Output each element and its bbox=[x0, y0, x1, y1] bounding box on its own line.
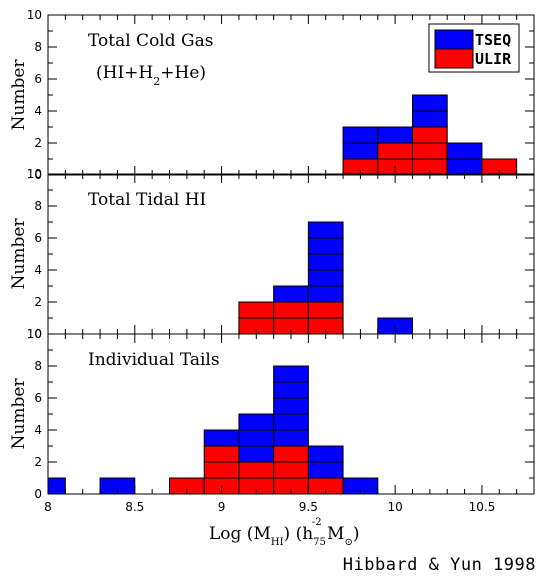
bar-block-tseq bbox=[47, 477, 66, 495]
legend: TSEQ ULIR bbox=[428, 23, 520, 73]
y-tick-label: 0 bbox=[34, 487, 42, 501]
bar-block-tseq bbox=[412, 110, 448, 128]
x-axis-title: Log (MHI) (h75-2 M⊙) bbox=[209, 517, 359, 548]
bar-block-ulir bbox=[203, 461, 240, 479]
bar-block-ulir bbox=[377, 142, 413, 160]
bar-block-ulir bbox=[273, 301, 309, 319]
bar-block-tseq bbox=[307, 237, 344, 255]
y-tick-label: 2 bbox=[34, 136, 42, 150]
bar-block-tseq bbox=[307, 445, 344, 463]
y-tick-label: 2 bbox=[34, 295, 42, 309]
bar-block-tseq bbox=[273, 365, 309, 383]
bar-block-ulir bbox=[273, 445, 309, 463]
y-tick-label: 0 bbox=[34, 327, 42, 341]
legend-swatch-tseq bbox=[434, 29, 474, 50]
panels: 0 2 4 6 8 10 Number 0 2 4 6 8 10 Number 0 2 4 6 8 10 Number 8… bbox=[9, 8, 535, 514]
y-tick-label: 0 bbox=[34, 168, 42, 182]
bar-block-tseq bbox=[307, 253, 344, 271]
x-tick-label: 8 bbox=[44, 500, 52, 514]
panel-label-total-cold-gas: Total Cold Gas bbox=[88, 31, 213, 51]
bar-block-tseq bbox=[342, 126, 379, 144]
bar-block-ulir bbox=[238, 301, 275, 319]
y-tick-label: 4 bbox=[34, 104, 42, 118]
bar-block-tseq bbox=[307, 285, 344, 303]
legend-label-ulir: ULIR bbox=[475, 50, 512, 68]
panel-sublabel-hi-h2-he: (HI+H2+He) bbox=[96, 63, 206, 88]
bar-block-ulir bbox=[307, 301, 344, 319]
credit-text: Hibbard & Yun 1998 bbox=[342, 555, 536, 575]
x-tick-label: 9.5 bbox=[299, 500, 318, 514]
bar-block-tseq bbox=[342, 142, 379, 160]
y-axis-title: Number bbox=[9, 378, 29, 450]
y-tick-label: 8 bbox=[34, 359, 42, 373]
bar-block-tseq bbox=[238, 445, 275, 463]
y-tick-label: 6 bbox=[34, 391, 42, 405]
legend-label-tseq: TSEQ bbox=[475, 31, 511, 49]
bar-block-tseq bbox=[273, 381, 309, 399]
bar-block-ulir bbox=[273, 461, 309, 479]
y-tick-label: 10 bbox=[27, 167, 42, 181]
y-axis-title: Number bbox=[9, 218, 29, 290]
panel-label-individual-tails: Individual Tails bbox=[88, 350, 220, 370]
y-axis-title: Number bbox=[9, 59, 29, 131]
bar-block-ulir bbox=[238, 461, 275, 479]
y-tick-label: 2 bbox=[34, 455, 42, 469]
x-tick-label: 10 bbox=[388, 500, 403, 514]
bar-block-tseq bbox=[412, 94, 448, 112]
bar-block-tseq bbox=[307, 269, 344, 287]
y-tick-label: 6 bbox=[34, 231, 42, 245]
bar-block-tseq bbox=[273, 429, 309, 447]
bar-block-tseq bbox=[446, 142, 483, 160]
bar-block-tseq bbox=[273, 413, 309, 431]
y-tick-label: 8 bbox=[34, 40, 42, 54]
y-tick-label: 4 bbox=[34, 423, 42, 437]
y-tick-label: 10 bbox=[27, 327, 42, 341]
bar-block-tseq bbox=[307, 461, 344, 479]
x-tick-label: 9 bbox=[218, 500, 226, 514]
legend-swatch-ulir bbox=[434, 48, 474, 69]
panel-label-total-tidal-hi: Total Tidal HI bbox=[88, 190, 206, 210]
bar-block-ulir bbox=[412, 142, 448, 160]
y-tick-label: 10 bbox=[27, 8, 42, 22]
bar-block-tseq bbox=[273, 285, 309, 303]
bar-block-tseq bbox=[273, 397, 309, 415]
bar-block-ulir bbox=[203, 445, 240, 463]
bar-block-ulir bbox=[412, 126, 448, 144]
y-tick-label: 4 bbox=[34, 263, 42, 277]
x-tick-label: 10.5 bbox=[469, 500, 496, 514]
y-tick-label: 8 bbox=[34, 199, 42, 213]
bar-block-tseq bbox=[307, 221, 344, 239]
bar-block-tseq bbox=[238, 413, 275, 431]
bar-block-tseq bbox=[238, 429, 275, 447]
bar-block-tseq bbox=[377, 126, 413, 144]
bar-block-tseq bbox=[203, 429, 240, 447]
x-tick-label: 8.5 bbox=[125, 500, 144, 514]
y-tick-label: 6 bbox=[34, 72, 42, 86]
